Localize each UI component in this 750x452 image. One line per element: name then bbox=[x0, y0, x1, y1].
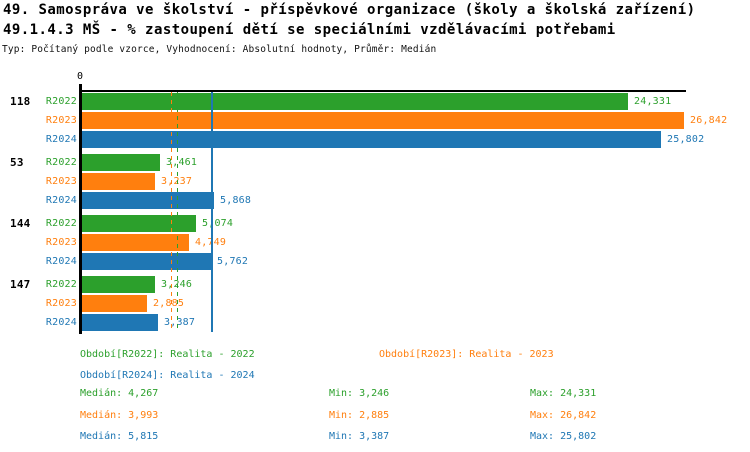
stat-min-r2024: Min: 3,387 bbox=[329, 431, 390, 442]
median-line-r2024 bbox=[211, 92, 213, 332]
group-label: 144 bbox=[10, 217, 31, 230]
bar-row-label-r2022: R2022 bbox=[45, 96, 77, 107]
x-axis-origin-tick-label: 0 bbox=[76, 71, 84, 82]
y-axis-line bbox=[79, 84, 82, 334]
bar-row-label-r2024: R2024 bbox=[45, 256, 77, 267]
bar-row-label-r2023: R2023 bbox=[45, 298, 77, 309]
bar-value-label: 25,802 bbox=[667, 134, 705, 145]
bar-value-label: 5,762 bbox=[217, 256, 249, 267]
bar-53-r2022 bbox=[82, 154, 160, 171]
median-line-r2023 bbox=[170, 92, 173, 332]
bar-row-label-r2023: R2023 bbox=[45, 237, 77, 248]
group-label: 147 bbox=[10, 278, 31, 291]
group-label: 118 bbox=[10, 95, 31, 108]
x-axis-line bbox=[80, 90, 686, 92]
bar-147-r2022 bbox=[82, 276, 155, 293]
bar-118-r2024 bbox=[82, 131, 661, 148]
bar-118-r2023 bbox=[82, 112, 684, 129]
bar-147-r2023 bbox=[82, 295, 147, 312]
bar-row-label-r2022: R2022 bbox=[45, 218, 77, 229]
bar-row-label-r2024: R2024 bbox=[45, 134, 77, 145]
bar-value-label: 3,387 bbox=[164, 317, 196, 328]
legend-item-r2024: Období[R2024]: Realita - 2024 bbox=[80, 370, 255, 381]
bar-144-r2023 bbox=[82, 234, 189, 251]
bar-53-r2023 bbox=[82, 173, 155, 190]
legend-item-r2022: Období[R2022]: Realita - 2022 bbox=[80, 349, 255, 360]
bar-value-label: 5,074 bbox=[202, 218, 234, 229]
bar-value-label: 3,237 bbox=[161, 176, 192, 188]
bar-row-label-r2023: R2023 bbox=[45, 176, 77, 187]
bar-row-label-r2022: R2022 bbox=[45, 157, 77, 168]
bar-118-r2022 bbox=[82, 93, 628, 110]
stat-max-r2024: Max: 25,802 bbox=[530, 431, 597, 442]
stat-median-r2024: Medián: 5,815 bbox=[80, 431, 159, 442]
stat-min-r2022: Min: 3,246 bbox=[329, 388, 390, 399]
bar-144-r2022 bbox=[82, 215, 196, 232]
bar-144-r2024 bbox=[82, 253, 211, 270]
bar-value-label: 26,842 bbox=[690, 115, 728, 126]
bar-value-label: 3,246 bbox=[161, 279, 192, 291]
bar-value-label: 4,749 bbox=[195, 237, 226, 249]
bar-row-label-r2024: R2024 bbox=[45, 195, 77, 206]
bar-value-label: 24,331 bbox=[634, 96, 672, 107]
bar-value-label: 2,885 bbox=[153, 298, 185, 309]
legend-item-r2023: Období[R2023]: Realita - 2023 bbox=[379, 349, 554, 360]
indicator-title: 49.1.4.3 MŠ - % zastoupení dětí se speci… bbox=[3, 22, 616, 38]
page-title: 49. Samospráva ve školství - příspěvkové… bbox=[3, 2, 696, 18]
bar-row-label-r2023: R2023 bbox=[45, 115, 77, 126]
indicator-meta: Typ: Počítaný podle vzorce, Vyhodnocení:… bbox=[2, 44, 437, 55]
bar-value-label: 5,868 bbox=[220, 195, 252, 206]
bar-147-r2024 bbox=[82, 314, 158, 331]
bar-value-label: 3,461 bbox=[166, 157, 198, 168]
bar-row-label-r2024: R2024 bbox=[45, 317, 77, 328]
stat-median-r2022: Medián: 4,267 bbox=[80, 388, 159, 399]
bar-53-r2024 bbox=[82, 192, 214, 209]
stat-median-r2023: Medián: 3,993 bbox=[80, 410, 159, 421]
stat-min-r2023: Min: 2,885 bbox=[329, 410, 390, 421]
group-label: 53 bbox=[10, 156, 24, 169]
stat-max-r2023: Max: 26,842 bbox=[530, 410, 597, 421]
stat-max-r2022: Max: 24,331 bbox=[530, 388, 597, 399]
median-line-r2022 bbox=[176, 92, 179, 332]
bar-row-label-r2022: R2022 bbox=[45, 279, 77, 290]
